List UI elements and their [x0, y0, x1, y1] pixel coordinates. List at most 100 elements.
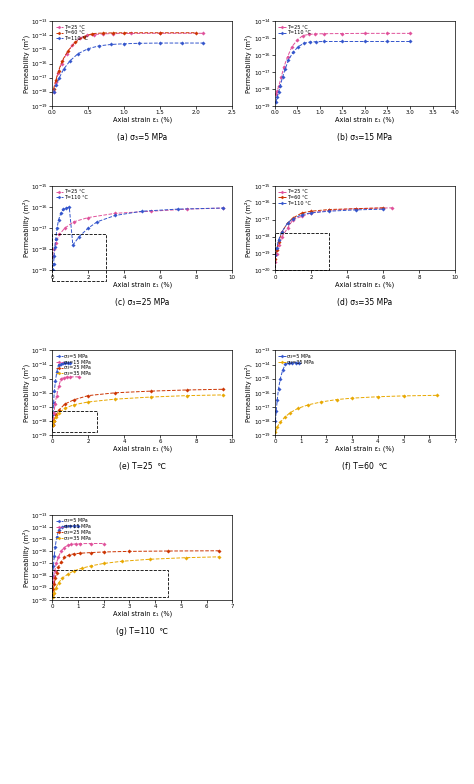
- T=110 °C: [313, 37, 319, 46]
- σ₃=35 MPa: [220, 390, 226, 400]
- σ₃=5 MPa: [56, 360, 62, 369]
- σ₃=25 MPa: [53, 573, 58, 583]
- σ₃=35 MPa: [148, 392, 154, 401]
- Y-axis label: Permeability (m²): Permeability (m²): [245, 364, 252, 422]
- Line: T=110 °C: T=110 °C: [51, 205, 225, 278]
- σ₃=35 MPa: [401, 391, 406, 401]
- T=60 °C: [73, 38, 78, 47]
- Text: (f) T=60  ℃: (f) T=60 ℃: [342, 463, 388, 471]
- σ₃=25 MPa: [66, 550, 72, 560]
- σ₃=5 MPa: [276, 384, 282, 394]
- T=25 °C: [91, 30, 97, 39]
- σ₃=15 MPa: [54, 391, 60, 401]
- T=25 °C: [389, 203, 395, 212]
- σ₃=35 MPa: [375, 392, 381, 401]
- X-axis label: Axial strain ε₁ (%): Axial strain ε₁ (%): [112, 116, 172, 123]
- Legend: σ₃=5 MPa, σ₃=15 MPa, σ₃=25 MPa, σ₃=35 MPa: σ₃=5 MPa, σ₃=15 MPa, σ₃=25 MPa, σ₃=35 MP…: [55, 353, 92, 377]
- σ₃=25 MPa: [58, 557, 64, 567]
- σ₃=15 MPa: [101, 539, 107, 548]
- T=60 °C: [290, 213, 296, 223]
- T=25 °C: [285, 52, 291, 61]
- T=110 °C: [326, 206, 332, 216]
- σ₃=35 MPa: [273, 427, 278, 437]
- σ₃=35 MPa: [306, 400, 311, 409]
- σ₃=15 MPa: [61, 373, 67, 383]
- T=110 °C: [201, 38, 206, 48]
- T=110 °C: [290, 48, 296, 57]
- Line: σ₃=15 MPa: σ₃=15 MPa: [51, 376, 81, 426]
- σ₃=15 MPa: [50, 415, 56, 424]
- Line: σ₃=15 MPa: σ₃=15 MPa: [51, 543, 105, 583]
- σ₃=25 MPa: [54, 568, 59, 578]
- σ₃=25 MPa: [51, 579, 57, 589]
- σ₃=15 MPa: [50, 420, 55, 430]
- σ₃=5 MPa: [51, 551, 57, 561]
- Line: σ₃=35 MPa: σ₃=35 MPa: [51, 394, 225, 426]
- σ₃=5 MPa: [283, 359, 288, 368]
- Legend: σ₃=5 MPa, σ₃=15 MPa, σ₃=25 MPa, σ₃=35 MPa: σ₃=5 MPa, σ₃=15 MPa, σ₃=25 MPa, σ₃=35 MP…: [55, 517, 92, 542]
- T=110 °C: [109, 40, 114, 49]
- T=25 °C: [278, 72, 284, 82]
- T=25 °C: [274, 249, 280, 258]
- T=60 °C: [100, 28, 105, 38]
- T=110 °C: [56, 215, 62, 224]
- Y-axis label: Permeability (m²): Permeability (m²): [22, 364, 29, 422]
- T=110 °C: [301, 38, 307, 48]
- σ₃=35 MPa: [53, 583, 59, 593]
- T=60 °C: [193, 28, 199, 38]
- T=110 °C: [157, 38, 163, 48]
- T=110 °C: [179, 38, 185, 48]
- T=110 °C: [407, 37, 413, 46]
- T=25 °C: [306, 30, 312, 39]
- X-axis label: Axial strain ε₁ (%): Axial strain ε₁ (%): [335, 281, 394, 288]
- T=25 °C: [299, 212, 305, 221]
- σ₃=25 MPa: [56, 405, 62, 415]
- σ₃=35 MPa: [274, 422, 280, 431]
- T=60 °C: [285, 219, 291, 228]
- σ₃=25 MPa: [50, 589, 55, 598]
- σ₃=35 MPa: [71, 566, 77, 575]
- Line: σ₃=5 MPa: σ₃=5 MPa: [274, 361, 301, 423]
- T=25 °C: [64, 49, 69, 58]
- σ₃=25 MPa: [85, 391, 91, 401]
- X-axis label: Axial strain ε₁ (%): Axial strain ε₁ (%): [112, 281, 172, 288]
- T=25 °C: [112, 209, 118, 218]
- σ₃=35 MPa: [283, 412, 288, 422]
- σ₃=15 MPa: [52, 566, 57, 575]
- σ₃=35 MPa: [277, 418, 283, 427]
- T=25 °C: [276, 241, 282, 250]
- T=25 °C: [274, 86, 280, 96]
- σ₃=5 MPa: [71, 521, 77, 530]
- σ₃=35 MPa: [88, 561, 93, 571]
- σ₃=25 MPa: [55, 562, 61, 572]
- T=60 °C: [274, 245, 280, 255]
- T=60 °C: [299, 209, 305, 218]
- Y-axis label: Permeability (m²): Permeability (m²): [22, 34, 29, 93]
- T=25 °C: [85, 212, 91, 223]
- T=25 °C: [290, 215, 296, 224]
- σ₃=15 MPa: [78, 539, 83, 548]
- σ₃=25 MPa: [148, 387, 154, 396]
- σ₃=35 MPa: [79, 564, 84, 573]
- σ₃=15 MPa: [50, 577, 55, 586]
- σ₃=35 MPa: [112, 394, 118, 404]
- T=25 °C: [62, 223, 68, 233]
- σ₃=5 MPa: [51, 398, 56, 408]
- X-axis label: Axial strain ε₁ (%): Axial strain ε₁ (%): [335, 116, 394, 123]
- σ₃=35 MPa: [119, 557, 125, 566]
- T=110 °C: [53, 234, 59, 244]
- Line: σ₃=5 MPa: σ₃=5 MPa: [51, 524, 79, 577]
- T=25 °C: [201, 28, 206, 38]
- σ₃=35 MPa: [51, 588, 57, 597]
- T=60 °C: [65, 46, 71, 56]
- σ₃=15 MPa: [88, 539, 93, 548]
- σ₃=25 MPa: [50, 420, 55, 430]
- T=110 °C: [274, 244, 280, 253]
- σ₃=25 MPa: [88, 548, 93, 557]
- σ₃=5 MPa: [58, 359, 64, 368]
- σ₃=35 MPa: [65, 570, 71, 579]
- T=25 °C: [53, 238, 59, 248]
- σ₃=5 MPa: [50, 409, 56, 419]
- σ₃=5 MPa: [277, 374, 283, 383]
- T=110 °C: [175, 205, 181, 214]
